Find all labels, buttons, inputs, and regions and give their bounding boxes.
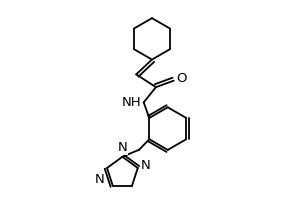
Text: N: N	[118, 141, 127, 154]
Text: N: N	[141, 159, 151, 172]
Text: N: N	[94, 173, 104, 186]
Text: NH: NH	[122, 96, 141, 109]
Text: O: O	[176, 72, 187, 85]
